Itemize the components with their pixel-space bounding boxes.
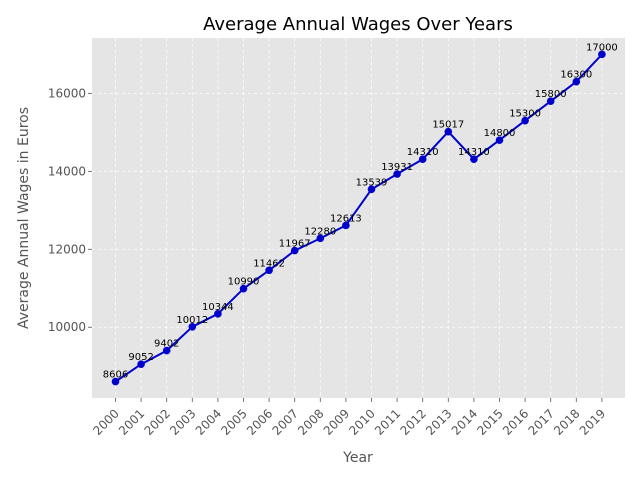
data-label: 16300 — [560, 70, 592, 81]
data-label: 11462 — [253, 258, 285, 269]
chart-title: Average Annual Wages Over Years — [203, 14, 513, 35]
y-tick-label: 16000 — [48, 86, 86, 100]
data-point — [572, 77, 581, 86]
series-line — [114, 53, 603, 383]
y-axis-label: Average Annual Wages in Euros — [16, 107, 32, 329]
data-point — [367, 185, 376, 194]
data-point — [393, 170, 401, 178]
data-point — [214, 310, 222, 318]
data-label: 13539 — [356, 177, 388, 188]
data-point — [111, 377, 120, 386]
data-label: 10344 — [202, 302, 234, 313]
data-label: 15300 — [509, 109, 541, 120]
data-label: 17000 — [586, 42, 618, 53]
data-point — [316, 234, 325, 243]
series-layer — [111, 50, 606, 386]
data-point — [495, 136, 504, 144]
data-label: 14310 — [458, 147, 490, 158]
data-label: 14310 — [407, 147, 439, 158]
x-axis-label: Year — [342, 450, 373, 466]
data-label: 9402 — [154, 339, 179, 350]
data-point — [342, 221, 350, 230]
data-label: 9052 — [128, 352, 153, 363]
data-point — [418, 155, 427, 164]
data-point — [470, 155, 478, 164]
data-point — [444, 127, 453, 136]
grid-lines — [92, 38, 625, 398]
data-label: 12280 — [304, 226, 336, 237]
data-label: 15017 — [432, 120, 464, 131]
data-label: 14800 — [484, 128, 516, 139]
data-label: 13931 — [381, 162, 413, 173]
data-point — [598, 50, 606, 59]
data-point — [137, 360, 145, 369]
data-point — [521, 116, 529, 125]
data-label: 12613 — [330, 213, 362, 224]
data-label: 15800 — [535, 89, 567, 100]
data-point — [265, 266, 273, 275]
data-point — [162, 346, 171, 355]
data-point — [546, 97, 555, 105]
data-point — [239, 284, 248, 293]
data-point — [188, 322, 197, 331]
data-label: 10012 — [176, 315, 208, 326]
data-point — [290, 246, 299, 255]
data-label: 8606 — [103, 370, 128, 381]
y-tick-label: 12000 — [48, 242, 86, 256]
y-tick-label: 10000 — [48, 320, 86, 334]
data-label: 10990 — [228, 277, 260, 288]
y-tick-label: 14000 — [48, 164, 86, 178]
data-label: 11967 — [279, 239, 311, 250]
